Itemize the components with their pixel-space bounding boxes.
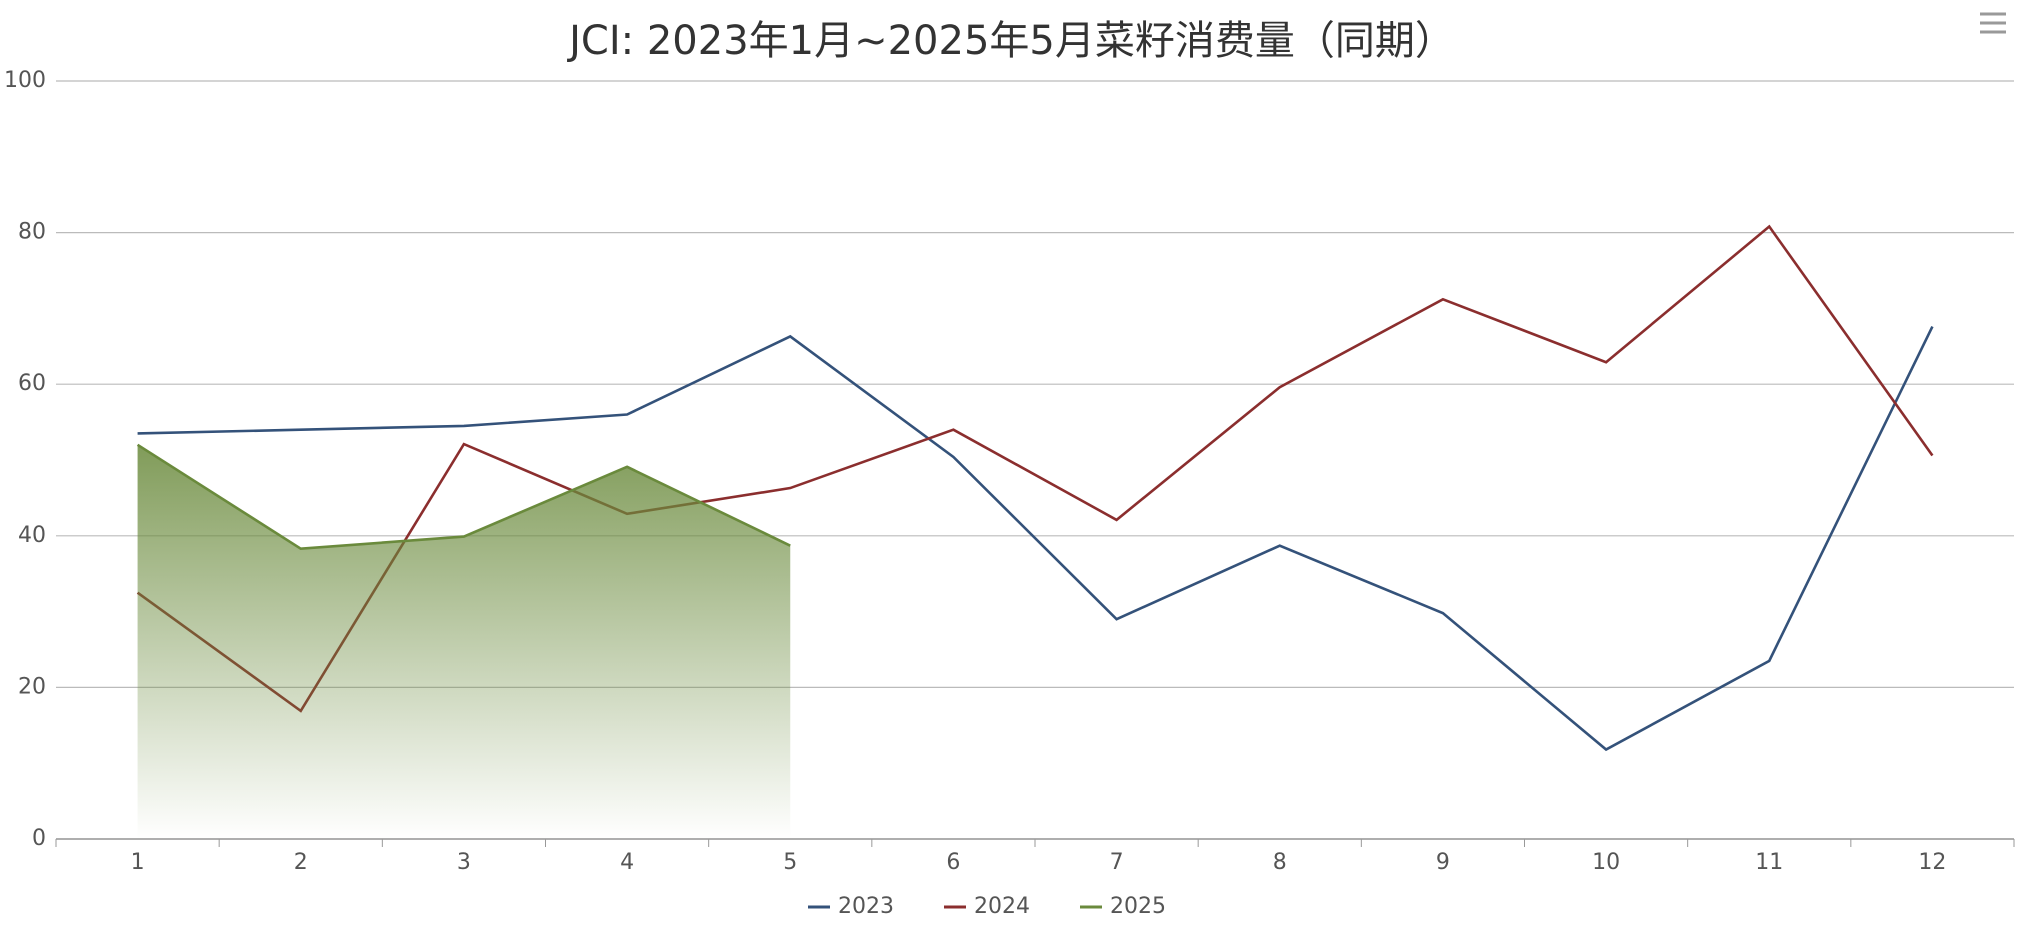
- legend-label: 2024: [974, 894, 1030, 919]
- y-tick-label: 100: [4, 68, 46, 93]
- x-tick-label: 6: [946, 850, 960, 875]
- x-tick-label: 10: [1592, 850, 1620, 875]
- y-tick-label: 40: [18, 523, 46, 548]
- x-tick-label: 4: [620, 850, 634, 875]
- x-tick-label: 11: [1755, 850, 1783, 875]
- y-tick-label: 60: [18, 371, 46, 396]
- x-tick-label: 8: [1273, 850, 1287, 875]
- line: [136, 443, 791, 551]
- legend-label: 2025: [1110, 894, 1166, 919]
- x-tick-label: 9: [1436, 850, 1450, 875]
- chart-title: JCI: 2023年1月~2025年5月菜籽消费量（同期）: [566, 18, 1455, 64]
- x-tick-label: 1: [131, 850, 145, 875]
- y-tick-label: 0: [32, 826, 46, 851]
- legend-label: 2023: [838, 894, 894, 919]
- x-tick-label: 3: [457, 850, 471, 875]
- y-tick-label: 20: [18, 674, 46, 699]
- menu-icon[interactable]: [1980, 12, 2006, 34]
- line: [136, 224, 1934, 713]
- y-tick-label: 80: [18, 220, 46, 245]
- area: [137, 444, 791, 839]
- x-tick-label: 7: [1110, 850, 1124, 875]
- x-tick-label: 12: [1918, 850, 1946, 875]
- line: [137, 326, 1934, 752]
- x-tick-label: 5: [783, 850, 797, 875]
- x-tick-label: 2: [294, 850, 308, 875]
